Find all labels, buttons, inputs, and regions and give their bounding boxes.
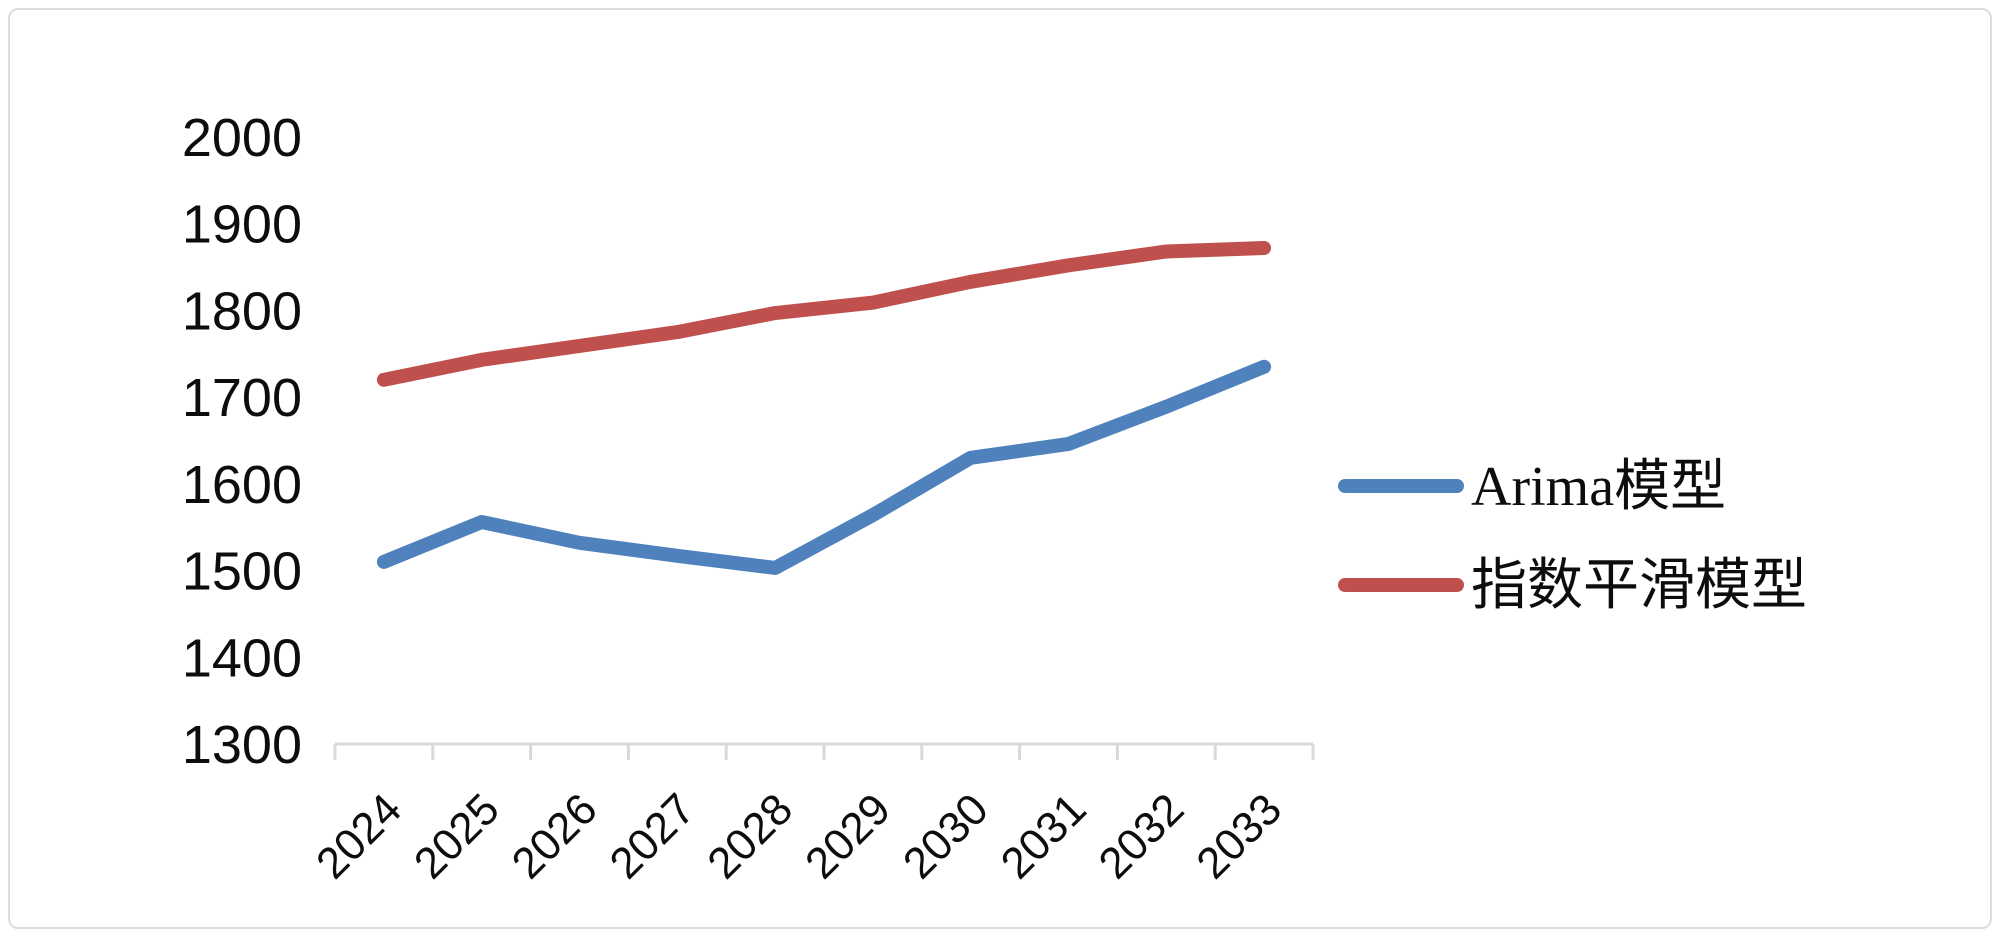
x-tick-label: 2033	[1187, 784, 1291, 888]
series-line-0	[376, 359, 1272, 575]
y-tick-label: 1700	[182, 368, 302, 428]
x-tick-label: 2026	[503, 784, 607, 888]
series-line-1	[376, 240, 1272, 387]
y-tick-label: 1900	[182, 195, 302, 255]
x-tick-label: 2032	[1090, 784, 1194, 888]
y-tick-label: 2000	[182, 108, 302, 168]
legend-label-0: Arima模型	[1471, 456, 1726, 518]
x-tick-label: 2030	[894, 784, 998, 888]
legend-label-1: 指数平滑模型	[1471, 555, 1807, 617]
x-tick-label: 2024	[307, 784, 411, 888]
y-tick-label: 1600	[182, 455, 302, 515]
y-tick-label: 1500	[182, 542, 302, 602]
y-tick-label: 1800	[182, 281, 302, 341]
x-tick-label: 2027	[601, 784, 705, 888]
x-tick-label: 2028	[698, 784, 802, 888]
x-tick-label: 2025	[405, 784, 509, 888]
y-tick-label: 1300	[182, 715, 302, 775]
x-tick-label: 2031	[992, 784, 1096, 888]
y-tick-label: 1400	[182, 628, 302, 688]
x-tick-label: 2029	[796, 784, 900, 888]
